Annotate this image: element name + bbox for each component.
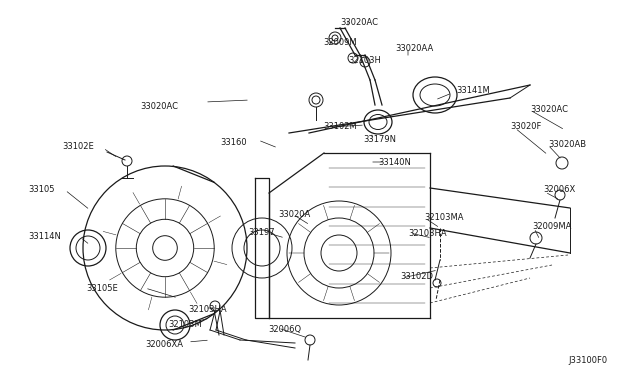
- Text: 32006X: 32006X: [543, 185, 575, 194]
- Text: 32103H: 32103H: [348, 56, 381, 65]
- Text: 32103HA: 32103HA: [408, 229, 447, 238]
- Text: 32009MA: 32009MA: [532, 222, 572, 231]
- Text: 32006Q: 32006Q: [268, 325, 301, 334]
- Text: 32103M: 32103M: [168, 320, 202, 329]
- Text: 33160: 33160: [220, 138, 246, 147]
- Text: 33020AC: 33020AC: [530, 105, 568, 114]
- Text: 33114N: 33114N: [28, 232, 61, 241]
- Text: 33140N: 33140N: [378, 158, 411, 167]
- Text: 33020F: 33020F: [510, 122, 541, 131]
- Text: 33105: 33105: [28, 185, 54, 194]
- Text: 33020AA: 33020AA: [395, 44, 433, 53]
- Text: 33102E: 33102E: [62, 142, 94, 151]
- Text: 33020AC: 33020AC: [140, 102, 178, 111]
- Text: 32009M: 32009M: [323, 38, 356, 47]
- Text: 33141M: 33141M: [456, 86, 490, 95]
- Text: 33179N: 33179N: [363, 135, 396, 144]
- Text: 32103HA: 32103HA: [188, 305, 227, 314]
- Text: 33020A: 33020A: [278, 210, 310, 219]
- Text: 33020AC: 33020AC: [340, 18, 378, 27]
- Text: 33020AB: 33020AB: [548, 140, 586, 149]
- Text: J33100F0: J33100F0: [568, 356, 607, 365]
- Text: 33197: 33197: [248, 228, 275, 237]
- Text: 33105E: 33105E: [86, 284, 118, 293]
- Text: 32103MA: 32103MA: [424, 213, 463, 222]
- Text: 33102M: 33102M: [323, 122, 356, 131]
- Text: 33102D: 33102D: [400, 272, 433, 281]
- Text: 32006XA: 32006XA: [145, 340, 183, 349]
